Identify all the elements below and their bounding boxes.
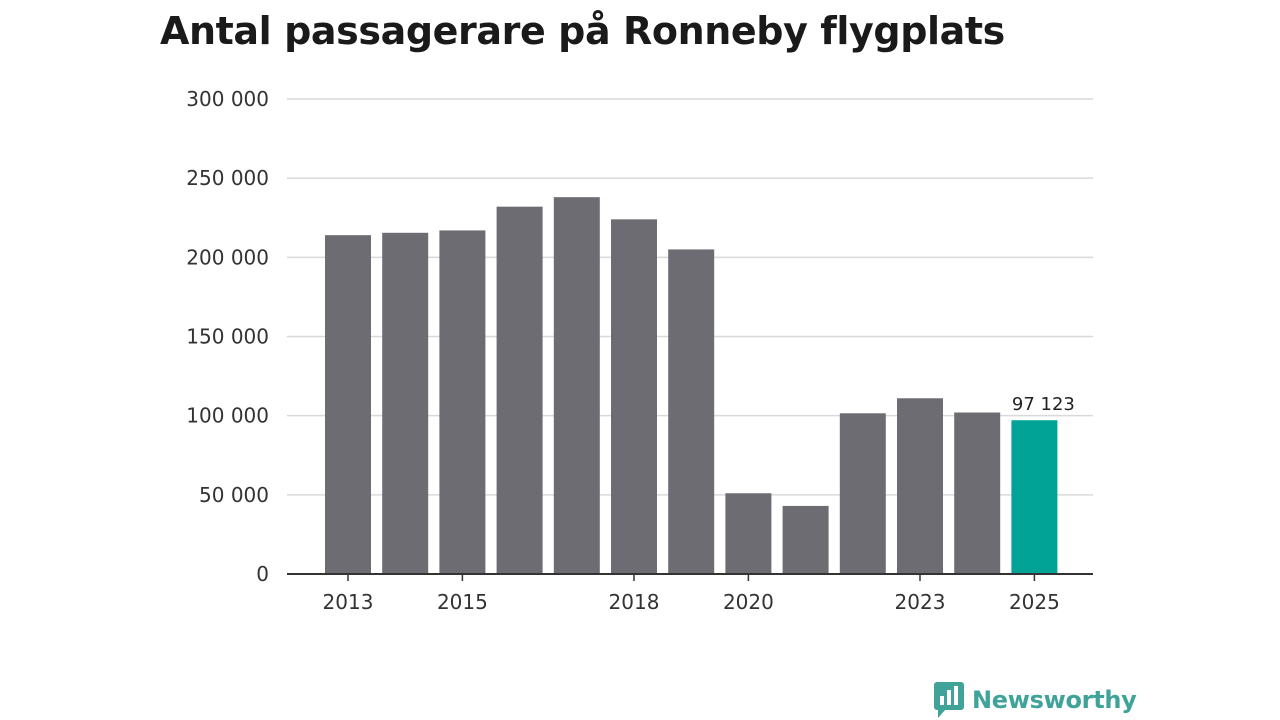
- y-axis-labels: 0 50 000 100 000 150 000 200 000 250 000 300 0…: [186, 87, 269, 586]
- bar: [325, 235, 371, 574]
- bar: [839, 413, 886, 574]
- bar: [725, 493, 772, 574]
- y-tick-label: 50 000: [199, 483, 269, 507]
- data-labels: 97 123: [1012, 394, 1075, 415]
- brand-name: Newsworthy: [972, 686, 1137, 714]
- bar: [668, 249, 715, 574]
- x-tick-label: 2018: [609, 590, 660, 614]
- y-tick-label: 300 000: [186, 87, 269, 111]
- y-tick-label: 200 000: [186, 245, 269, 269]
- bar: [439, 230, 486, 574]
- brand-logo: Newsworthy: [934, 682, 1137, 718]
- bar: [954, 412, 1001, 574]
- chart-title: Antal passagerare på Ronneby flygplats: [160, 9, 1005, 53]
- x-tick-label: 2015: [437, 590, 488, 614]
- newsworthy-logo-icon: [934, 682, 964, 718]
- bar: [782, 505, 829, 574]
- y-tick-label: 150 000: [186, 325, 269, 349]
- bar: [382, 232, 429, 574]
- bar: [611, 219, 657, 575]
- x-tick-label: 2013: [323, 590, 374, 614]
- bar: [553, 197, 600, 574]
- x-tick-label: 2020: [723, 590, 774, 614]
- x-axis-labels: 2013 2015 2018 2020 2023 2025: [323, 590, 1060, 614]
- bar-chart: 0 50 000 100 000 150 000 200 000 250 000 300 0…: [186, 87, 1093, 614]
- y-tick-label: 100 000: [186, 404, 269, 428]
- x-axis: [287, 573, 1093, 581]
- bar: [496, 206, 543, 574]
- y-tick-label: 250 000: [186, 166, 269, 190]
- bar-value-label: 97 123: [1012, 394, 1075, 415]
- y-tick-label: 0: [256, 562, 269, 586]
- bar-highlight: [1011, 420, 1058, 574]
- bars: [325, 197, 1058, 575]
- x-tick-label: 2025: [1009, 590, 1060, 614]
- x-tick-label: 2023: [895, 590, 946, 614]
- bar: [897, 398, 943, 574]
